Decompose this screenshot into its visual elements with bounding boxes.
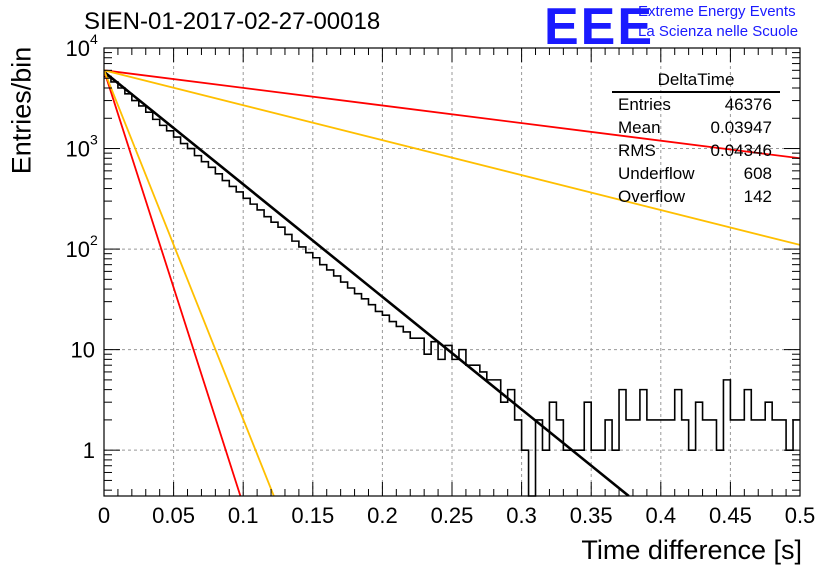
stats-label: Overflow — [618, 187, 686, 206]
stats-title: DeltaTime — [612, 70, 780, 93]
y-tick-label: 10 — [66, 36, 90, 61]
x-tick-label: 0.35 — [570, 503, 613, 528]
stats-row: Entries 46376 — [612, 93, 780, 116]
stats-row: Underflow 608 — [612, 162, 780, 185]
fit-line — [104, 69, 800, 246]
stats-value: 608 — [743, 164, 772, 183]
stats-value: 46376 — [724, 95, 772, 114]
x-tick-label: 0 — [98, 503, 110, 528]
y-axis-label: Entries/bin — [6, 46, 37, 175]
y-tick-exponent: 4 — [90, 31, 98, 47]
x-tick-label: 0.1 — [228, 503, 259, 528]
stats-row: Overflow 142 — [612, 185, 780, 208]
y-tick-label: 10 — [66, 237, 90, 262]
histogram-series — [104, 75, 800, 497]
fit-line — [104, 69, 800, 160]
stats-row: Mean 0.03947 — [612, 116, 780, 139]
stats-row: RMS 0.04346 — [612, 139, 780, 162]
logo-line-1: Extreme Energy Events — [638, 3, 796, 20]
y-tick-label: 10 — [66, 137, 90, 162]
stats-label: Entries — [618, 95, 671, 114]
stats-value: 0.03947 — [710, 118, 772, 137]
eee-logo: EEE — [544, 0, 655, 56]
y-tick-exponent: 3 — [90, 132, 98, 148]
stats-label: RMS — [618, 141, 656, 160]
fit-line — [104, 70, 242, 496]
x-tick-label: 0.5 — [785, 503, 816, 528]
x-tick-label: 0.3 — [506, 503, 537, 528]
stats-box: DeltaTime Entries 46376 Mean 0.03947 RMS 0.… — [612, 70, 780, 208]
stats-label: Underflow — [618, 164, 695, 183]
stats-value: 142 — [743, 187, 772, 206]
stats-label: Mean — [618, 118, 661, 137]
y-tick-label: 10 — [71, 338, 95, 363]
x-tick-label: 0.2 — [367, 503, 398, 528]
fit-line — [104, 69, 275, 496]
logo-line-2: La Scienza nelle Scuole — [638, 23, 799, 40]
x-tick-label: 0.05 — [152, 503, 195, 528]
chart-title: SIEN-01-2017-02-27-00018 — [84, 8, 381, 35]
x-tick-label: 0.45 — [709, 503, 752, 528]
y-tick-exponent: 2 — [90, 232, 98, 248]
y-tick-label: 1 — [83, 438, 95, 463]
x-tick-label: 0.15 — [291, 503, 334, 528]
fit-line — [104, 70, 630, 496]
x-tick-label: 0.4 — [646, 503, 677, 528]
stats-value: 0.04346 — [710, 141, 772, 160]
x-axis-label: Time difference [s] — [581, 535, 802, 565]
x-tick-label: 0.25 — [431, 503, 474, 528]
